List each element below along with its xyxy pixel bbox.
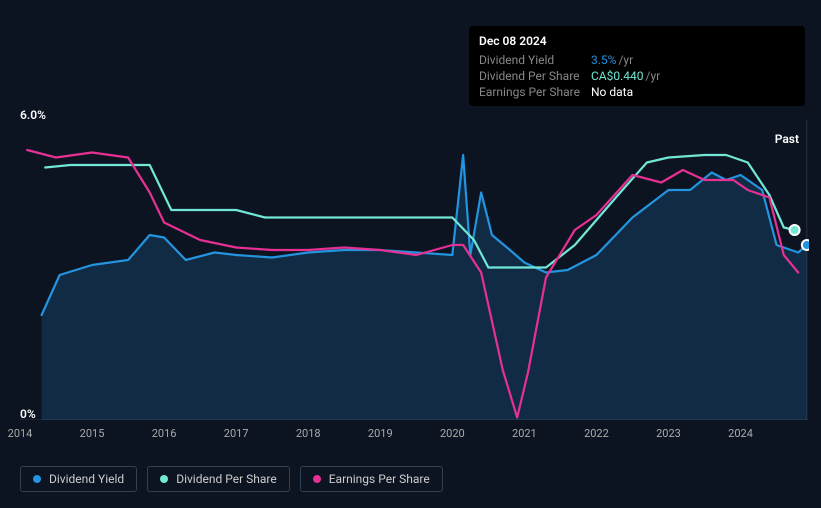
legend-item[interactable]: Earnings Per Share	[300, 466, 443, 492]
tooltip-suffix: /yr	[646, 69, 661, 83]
chart-tooltip: Dec 08 2024 Dividend Yield3.5%/yrDividen…	[469, 26, 805, 106]
legend-label: Dividend Yield	[49, 472, 124, 486]
legend-dot	[313, 475, 321, 483]
tooltip-row: Dividend Per ShareCA$0.440/yr	[479, 68, 795, 84]
x-axis-label: 2019	[368, 427, 393, 440]
chart-legend: Dividend Yield Dividend Per Share Earnings…	[20, 466, 443, 492]
tooltip-date: Dec 08 2024	[479, 32, 795, 52]
x-axis-label: 2022	[584, 427, 609, 440]
tooltip-value: No data	[591, 85, 633, 99]
x-axis-label: 2014	[8, 427, 33, 440]
chart-plot-area	[20, 120, 809, 420]
tooltip-label: Dividend Per Share	[479, 69, 591, 83]
x-axis-label: 2015	[80, 427, 105, 440]
tooltip-label: Dividend Yield	[479, 53, 591, 67]
series-end-marker	[790, 225, 800, 235]
tooltip-row: Earnings Per ShareNo data	[479, 84, 795, 100]
legend-label: Earnings Per Share	[329, 472, 430, 486]
x-axis-label: 2023	[656, 427, 681, 440]
legend-dot	[160, 475, 168, 483]
legend-dot	[33, 475, 41, 483]
tooltip-row: Dividend Yield3.5%/yr	[479, 52, 795, 68]
legend-label: Dividend Per Share	[176, 472, 277, 486]
tooltip-value: CA$0.440	[591, 69, 644, 83]
legend-item[interactable]: Dividend Yield	[20, 466, 137, 492]
x-axis-label: 2017	[224, 427, 249, 440]
tooltip-label: Earnings Per Share	[479, 85, 591, 99]
x-axis-label: 2020	[440, 427, 465, 440]
x-axis-label: 2024	[728, 427, 753, 440]
x-axis-label: 2018	[296, 427, 321, 440]
legend-item[interactable]: Dividend Per Share	[147, 466, 290, 492]
x-axis-label: 2021	[512, 427, 537, 440]
tooltip-value: 3.5%	[591, 53, 616, 67]
tooltip-suffix: /yr	[618, 53, 633, 67]
series-end-marker	[802, 240, 809, 250]
x-axis-label: 2016	[152, 427, 177, 440]
x-axis: 2014201520162017201820192020202120222023…	[20, 427, 809, 447]
